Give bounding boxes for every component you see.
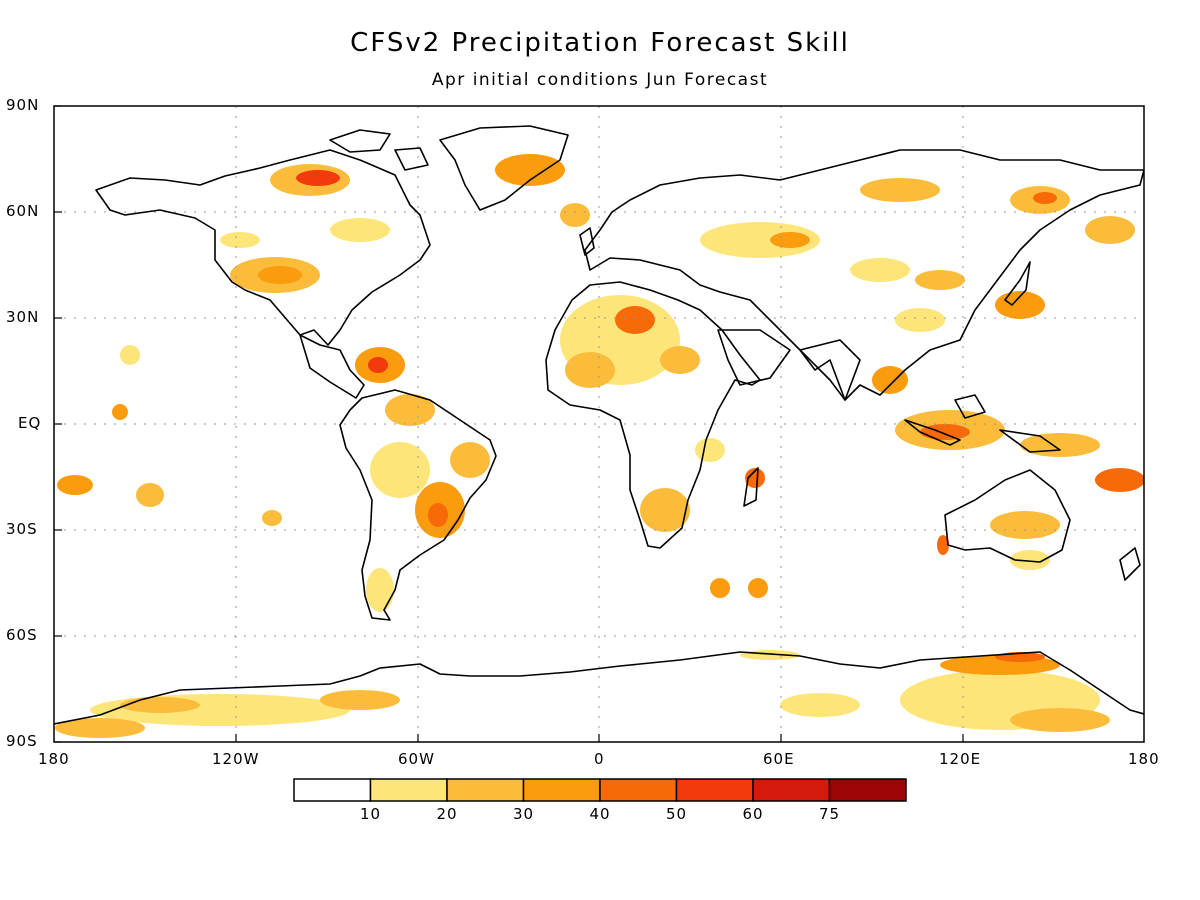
lat-label-90n: 90N bbox=[6, 96, 40, 114]
lat-label-30s: 30S bbox=[6, 520, 38, 538]
lat-label-30n: 30N bbox=[6, 308, 40, 326]
lat-label-60s: 60S bbox=[6, 626, 38, 644]
colorbar-label: 20 bbox=[436, 805, 457, 823]
colorbar-bin bbox=[293, 778, 372, 802]
colorbar-bin bbox=[675, 778, 754, 802]
colorbar-bin bbox=[599, 778, 678, 802]
colorbar-label: 30 bbox=[513, 805, 534, 823]
colorbar-bin bbox=[752, 778, 831, 802]
colorbar-label: 75 bbox=[819, 805, 840, 823]
lon-label-180e: 180 bbox=[1128, 750, 1160, 768]
colorbar-label: 50 bbox=[666, 805, 687, 823]
colorbar-bin bbox=[369, 778, 448, 802]
tick-marks bbox=[54, 105, 964, 743]
lon-label-180w: 180 bbox=[38, 750, 70, 768]
colorbar-label: 60 bbox=[742, 805, 763, 823]
graticule bbox=[54, 106, 1144, 742]
colorbar-label: 10 bbox=[360, 805, 381, 823]
map-subtitle: Apr initial conditions Jun Forecast bbox=[431, 70, 769, 90]
lon-label-120w: 120W bbox=[212, 750, 260, 768]
lon-label-0: 0 bbox=[594, 750, 605, 768]
lon-label-120e: 120E bbox=[939, 750, 982, 768]
map-title: CFSv2 Precipitation Forecast Skill bbox=[350, 28, 850, 58]
coastlines bbox=[54, 125, 1144, 725]
colorbar-bin bbox=[828, 778, 907, 802]
lon-label-60e: 60E bbox=[763, 750, 795, 768]
lat-label-60n: 60N bbox=[6, 202, 40, 220]
colorbar-bin bbox=[446, 778, 525, 802]
lat-label-90s: 90S bbox=[6, 732, 38, 750]
skill-shading bbox=[55, 154, 1144, 738]
lon-label-60w: 60W bbox=[398, 750, 435, 768]
colorbar-bin bbox=[522, 778, 601, 802]
lat-label-eq: EQ bbox=[18, 414, 42, 432]
colorbar-label: 40 bbox=[589, 805, 610, 823]
